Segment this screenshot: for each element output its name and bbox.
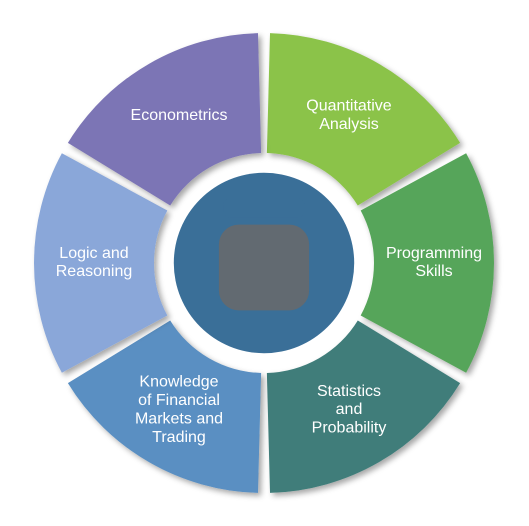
skills-donut-diagram: { "diagram": { "type": "donut", "width":… — [0, 0, 529, 526]
donut-svg: QuantitativeAnalysisProgrammingSkillsSta… — [0, 0, 529, 526]
segment-label: Econometrics — [131, 107, 228, 124]
segment-label: Logic andReasoning — [56, 245, 133, 280]
center-icon — [174, 173, 354, 353]
center-icon-topbar — [223, 198, 304, 218]
center-icon-hollow — [219, 225, 309, 311]
